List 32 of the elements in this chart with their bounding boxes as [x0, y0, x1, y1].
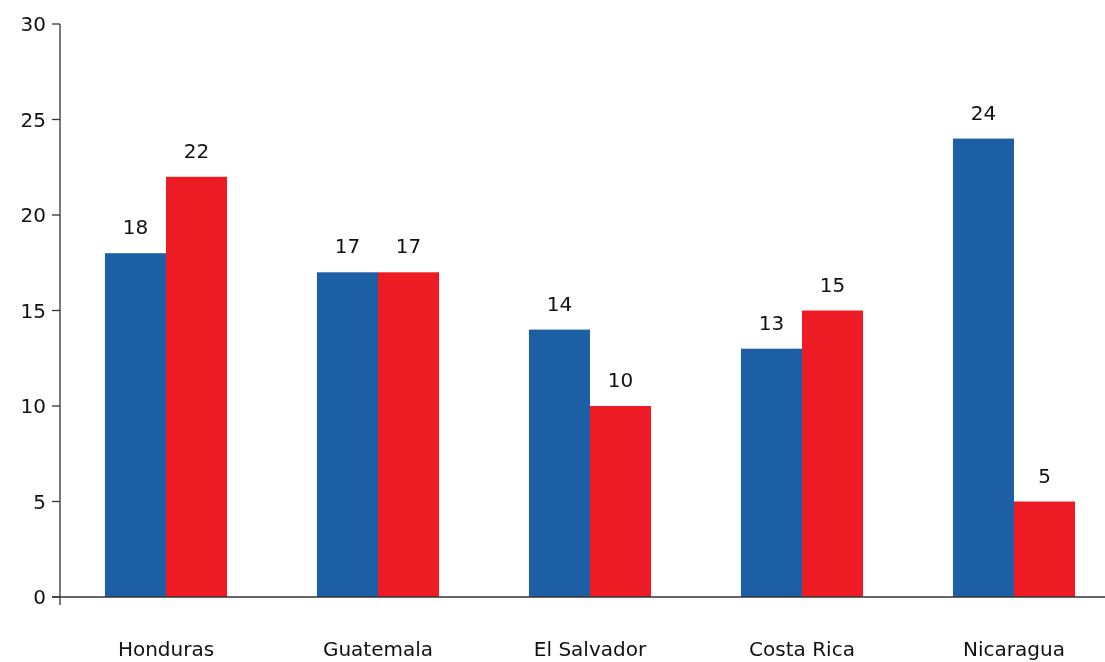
bar — [740, 348, 802, 597]
bar — [1014, 501, 1076, 597]
bar — [378, 272, 440, 597]
y-tick-label: 5 — [33, 489, 46, 514]
y-tick-label: 30 — [20, 12, 46, 36]
y-tick-label: 25 — [20, 107, 46, 132]
x-tick-label: El Salvador — [533, 637, 647, 661]
y-tick-label: 10 — [20, 394, 46, 418]
bar — [952, 138, 1014, 597]
y-tick-label: 20 — [20, 203, 46, 227]
bar — [316, 272, 378, 597]
data-label: 15 — [819, 272, 846, 297]
data-label: 5 — [1038, 463, 1051, 488]
bar — [528, 329, 590, 597]
data-label: 24 — [970, 100, 997, 125]
x-tick-label: Honduras — [117, 637, 215, 661]
data-label: 17 — [395, 234, 422, 259]
data-label: 14 — [546, 291, 573, 316]
y-tick-label: 0 — [33, 585, 46, 609]
x-tick-label: Nicaragua — [963, 637, 1065, 661]
data-label: 17 — [334, 234, 361, 259]
bar — [166, 176, 228, 597]
x-tick-label: Costa Rica — [749, 637, 855, 661]
x-tick-label: Guatemala — [322, 637, 434, 661]
data-label: 10 — [607, 368, 634, 392]
bar — [802, 310, 864, 597]
bar — [104, 253, 166, 597]
data-label: 18 — [122, 215, 149, 240]
data-label: 13 — [758, 310, 785, 335]
y-tick-label: 15 — [20, 298, 46, 323]
bar — [590, 406, 652, 597]
data-label: 22 — [183, 138, 210, 163]
